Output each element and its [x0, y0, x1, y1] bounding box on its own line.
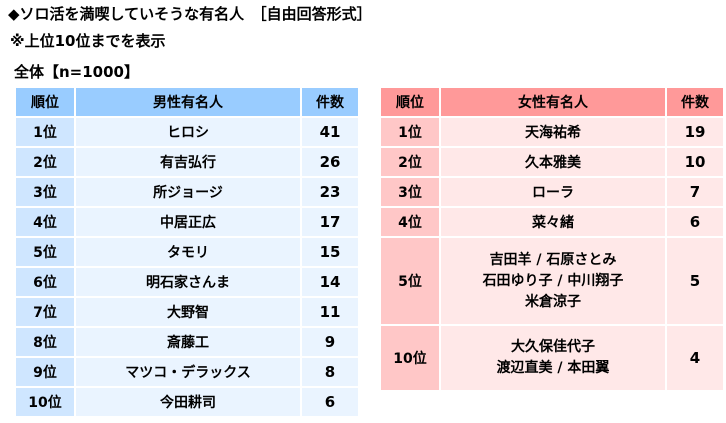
rank-cell: 10位: [16, 388, 74, 418]
table-row: 10位 大久保佳代子 渡辺直美 / 本田翼 4: [381, 326, 723, 392]
count-cell: 14: [300, 268, 358, 298]
table-row: 9位 マツコ・デラックス 8: [16, 358, 358, 388]
name-cell: 天海祐希: [439, 118, 665, 148]
count-cell: 19: [665, 118, 723, 148]
name-cell: マツコ・デラックス: [74, 358, 300, 388]
table-row: 1位 天海祐希 19: [381, 118, 723, 148]
male-header-name: 男性有名人: [74, 88, 300, 118]
table-row: 4位 菜々緒 6: [381, 208, 723, 238]
name-line: 大久保佳代子: [511, 339, 595, 355]
count-cell: 15: [300, 238, 358, 268]
male-header-rank: 順位: [16, 88, 74, 118]
count-cell: 4: [665, 326, 723, 392]
count-cell: 23: [300, 178, 358, 208]
rank-cell: 3位: [16, 178, 74, 208]
name-cell: ローラ: [439, 178, 665, 208]
count-cell: 6: [300, 388, 358, 418]
count-cell: 10: [665, 148, 723, 178]
rank-cell: 5位: [381, 238, 439, 326]
count-cell: 11: [300, 298, 358, 328]
table-row: 8位 斎藤工 9: [16, 328, 358, 358]
table-row: 2位 有吉弘行 26: [16, 148, 358, 178]
table-row: 10位 今田耕司 6: [16, 388, 358, 418]
female-table-header: 順位 女性有名人 件数: [381, 88, 723, 118]
count-cell: 8: [300, 358, 358, 388]
rank-cell: 6位: [16, 268, 74, 298]
count-cell: 5: [665, 238, 723, 326]
table-row: 4位 中居正広 17: [16, 208, 358, 238]
table-row: 2位 久本雅美 10: [381, 148, 723, 178]
name-cell: 有吉弘行: [74, 148, 300, 178]
name-line: 石田ゆり子 / 中川翔子: [482, 272, 624, 289]
note-text: ※上位10位までを表示: [10, 32, 166, 50]
female-header-count: 件数: [665, 88, 723, 118]
name-cell: 菜々緒: [439, 208, 665, 238]
male-table-header: 順位 男性有名人 件数: [16, 88, 358, 118]
sample-size-label: 全体【n=1000】: [14, 63, 139, 81]
rank-cell: 8位: [16, 328, 74, 358]
rank-cell: 1位: [381, 118, 439, 148]
page-title: ◆ソロ活を満喫していそうな有名人 ［自由回答形式］: [8, 5, 372, 23]
name-cell: タモリ: [74, 238, 300, 268]
rank-cell: 3位: [381, 178, 439, 208]
name-cell: 今田耕司: [74, 388, 300, 418]
rank-cell: 7位: [16, 298, 74, 328]
rank-cell: 5位: [16, 238, 74, 268]
table-row: 1位 ヒロシ 41: [16, 118, 358, 148]
name-line: 渡辺直美 / 本田翼: [496, 360, 610, 376]
rank-cell: 10位: [381, 326, 439, 392]
name-cell: 所ジョージ: [74, 178, 300, 208]
rank-cell: 1位: [16, 118, 74, 148]
name-cell: 斎藤工: [74, 328, 300, 358]
count-cell: 17: [300, 208, 358, 238]
count-cell: 9: [300, 328, 358, 358]
table-row: 7位 大野智 11: [16, 298, 358, 328]
count-cell: 7: [665, 178, 723, 208]
table-row: 5位 吉田羊 / 石原さとみ 石田ゆり子 / 中川翔子 米倉涼子 5: [381, 238, 723, 326]
name-cell: 吉田羊 / 石原さとみ 石田ゆり子 / 中川翔子 米倉涼子: [439, 238, 665, 326]
male-header-count: 件数: [300, 88, 358, 118]
name-cell: 久本雅美: [439, 148, 665, 178]
table-row: 6位 明石家さんま 14: [16, 268, 358, 298]
rank-cell: 2位: [16, 148, 74, 178]
name-cell: 明石家さんま: [74, 268, 300, 298]
rank-cell: 4位: [16, 208, 74, 238]
female-header-name: 女性有名人: [439, 88, 665, 118]
count-cell: 6: [665, 208, 723, 238]
name-cell: 大久保佳代子 渡辺直美 / 本田翼: [439, 326, 665, 392]
table-row: 5位 タモリ 15: [16, 238, 358, 268]
count-cell: 41: [300, 118, 358, 148]
name-cell: ヒロシ: [74, 118, 300, 148]
count-cell: 26: [300, 148, 358, 178]
female-ranking-table: 順位 女性有名人 件数 1位 天海祐希 19 2位 久本雅美 10 3位 ローラ…: [381, 88, 723, 392]
name-cell: 大野智: [74, 298, 300, 328]
name-cell: 中居正広: [74, 208, 300, 238]
rank-cell: 4位: [381, 208, 439, 238]
rank-cell: 2位: [381, 148, 439, 178]
table-row: 3位 所ジョージ 23: [16, 178, 358, 208]
name-line: 米倉涼子: [525, 293, 581, 310]
table-row: 3位 ローラ 7: [381, 178, 723, 208]
male-ranking-table: 順位 男性有名人 件数 1位 ヒロシ 41 2位 有吉弘行 26 3位 所ジョー…: [16, 88, 358, 418]
female-header-rank: 順位: [381, 88, 439, 118]
name-line: 吉田羊 / 石原さとみ: [489, 251, 617, 268]
rank-cell: 9位: [16, 358, 74, 388]
